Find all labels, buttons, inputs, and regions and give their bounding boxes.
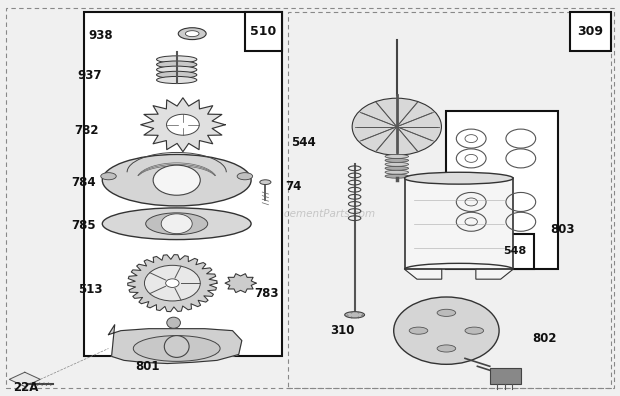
Ellipse shape bbox=[345, 312, 365, 318]
Text: 310: 310 bbox=[330, 324, 355, 337]
Ellipse shape bbox=[385, 174, 409, 178]
Ellipse shape bbox=[156, 71, 197, 78]
Polygon shape bbox=[476, 269, 513, 279]
Ellipse shape bbox=[167, 317, 180, 328]
Polygon shape bbox=[141, 98, 225, 152]
Ellipse shape bbox=[156, 61, 197, 68]
Ellipse shape bbox=[385, 154, 409, 158]
Polygon shape bbox=[404, 178, 513, 269]
Ellipse shape bbox=[409, 327, 428, 334]
Polygon shape bbox=[9, 372, 40, 386]
Circle shape bbox=[161, 214, 192, 234]
Text: 803: 803 bbox=[550, 223, 575, 236]
Text: 801: 801 bbox=[135, 360, 160, 373]
Text: 74: 74 bbox=[285, 180, 301, 192]
Polygon shape bbox=[570, 12, 611, 51]
Polygon shape bbox=[225, 274, 256, 293]
Ellipse shape bbox=[164, 336, 189, 357]
Polygon shape bbox=[84, 12, 282, 356]
Polygon shape bbox=[496, 234, 534, 269]
Polygon shape bbox=[245, 12, 282, 51]
Text: 548: 548 bbox=[503, 246, 527, 257]
Text: 784: 784 bbox=[71, 176, 96, 188]
Ellipse shape bbox=[133, 336, 220, 361]
Text: 802: 802 bbox=[532, 332, 557, 345]
Text: 309: 309 bbox=[578, 25, 603, 38]
Text: 544: 544 bbox=[291, 136, 316, 149]
Circle shape bbox=[352, 98, 441, 155]
Text: ©ReplacementParts.com: ©ReplacementParts.com bbox=[244, 209, 376, 219]
Ellipse shape bbox=[102, 208, 251, 240]
Ellipse shape bbox=[385, 170, 409, 174]
Text: 513: 513 bbox=[78, 283, 102, 295]
Polygon shape bbox=[404, 269, 441, 279]
Ellipse shape bbox=[156, 66, 197, 73]
Ellipse shape bbox=[385, 166, 409, 170]
Ellipse shape bbox=[146, 213, 208, 234]
Ellipse shape bbox=[465, 327, 484, 334]
Circle shape bbox=[153, 165, 200, 195]
Circle shape bbox=[167, 114, 199, 135]
Ellipse shape bbox=[404, 172, 513, 184]
Ellipse shape bbox=[156, 76, 197, 84]
Circle shape bbox=[394, 297, 499, 364]
Text: 22A: 22A bbox=[14, 381, 38, 394]
Polygon shape bbox=[108, 325, 242, 364]
Ellipse shape bbox=[102, 154, 251, 206]
Text: 782: 782 bbox=[74, 124, 99, 137]
Ellipse shape bbox=[156, 56, 197, 63]
Circle shape bbox=[144, 265, 200, 301]
Ellipse shape bbox=[385, 162, 409, 166]
Circle shape bbox=[166, 279, 179, 287]
Text: 783: 783 bbox=[254, 287, 279, 299]
Ellipse shape bbox=[179, 28, 206, 40]
Ellipse shape bbox=[260, 180, 271, 185]
Ellipse shape bbox=[385, 158, 409, 162]
Text: 510: 510 bbox=[250, 25, 277, 38]
Ellipse shape bbox=[237, 173, 253, 180]
Ellipse shape bbox=[437, 345, 456, 352]
Ellipse shape bbox=[100, 173, 117, 180]
Polygon shape bbox=[490, 368, 521, 384]
Text: 937: 937 bbox=[78, 69, 102, 82]
Text: 938: 938 bbox=[88, 29, 113, 42]
Ellipse shape bbox=[185, 30, 199, 37]
Text: 785: 785 bbox=[71, 219, 96, 232]
Polygon shape bbox=[128, 255, 217, 312]
Ellipse shape bbox=[437, 309, 456, 316]
Polygon shape bbox=[446, 111, 558, 269]
